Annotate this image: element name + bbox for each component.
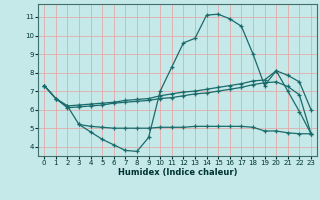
X-axis label: Humidex (Indice chaleur): Humidex (Indice chaleur) — [118, 168, 237, 177]
